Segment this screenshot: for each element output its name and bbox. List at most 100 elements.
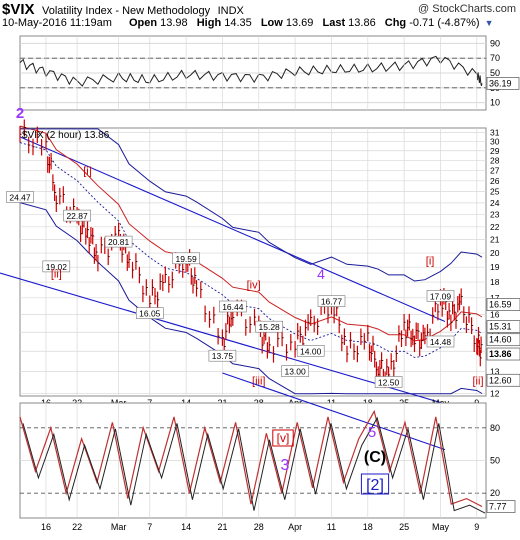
price-point-label: 19.02	[46, 262, 68, 272]
price-point-label: 17.09	[430, 291, 452, 301]
price-point-box	[172, 252, 200, 265]
stoch-x-tick-label: 28	[254, 522, 264, 532]
high-label: High	[196, 17, 222, 29]
symbol: $VIX	[2, 1, 35, 18]
trend-line-upper	[19, 136, 446, 322]
price-point-label: 14.00	[300, 346, 322, 356]
price-tick-label: 20	[490, 248, 500, 258]
price-point-box	[6, 191, 34, 203]
stoch-x-tick-label: 22	[72, 522, 82, 532]
price-point-box	[281, 365, 309, 378]
chg-label: Chg	[384, 17, 407, 29]
stoch-x-tick-label: 21	[217, 522, 227, 532]
wave-label: 2	[16, 105, 24, 122]
price-tick-label: 18	[490, 277, 500, 287]
right-axis-value-label: 15.31	[489, 322, 512, 332]
wave-label: [i]	[426, 255, 435, 267]
wave-label: [ii]	[473, 376, 484, 388]
index-name: Volatility Index - New Methodology	[41, 5, 211, 17]
price-tick-label: 28	[490, 155, 500, 165]
price-point-box	[374, 376, 403, 388]
rsi-panel: 103050709036.19	[19, 35, 520, 111]
stoch-wave-label: [2]	[366, 477, 384, 494]
price-tick-label: 17	[490, 293, 500, 303]
right-axis-value-label: 13.86	[489, 349, 512, 359]
price-tick-label: 13	[490, 367, 500, 377]
rsi-tick-label: 50	[490, 68, 500, 78]
price-tick-label: 24	[490, 198, 500, 208]
price-panel: 1213141516171819202122232425262728293031…	[0, 105, 520, 414]
stoch-x-tick-label: 11	[327, 522, 336, 532]
dropdown-arrow-icon[interactable]: ▼	[484, 18, 494, 28]
price-tick-label: 25	[490, 187, 500, 197]
chg-value: -0.71 (-4.87%)	[409, 17, 480, 29]
price-point-box	[296, 344, 325, 357]
price-tick-label: 23	[490, 210, 500, 220]
price-tick-label: 29	[490, 146, 500, 156]
stoch-line-k	[19, 409, 483, 508]
stoch-wave-box	[360, 473, 390, 495]
wave-label: [ii]	[51, 269, 62, 281]
stoch-x-tick-label: 16	[41, 522, 51, 532]
rsi-last-value-box	[486, 77, 520, 90]
last-label: Last	[322, 17, 346, 29]
rsi-last-value-label: 36.19	[489, 78, 512, 88]
price-point-box	[63, 209, 91, 222]
price-point-box	[255, 320, 283, 333]
rsi-tick-label: 70	[490, 53, 500, 63]
wave-label: [iv]	[247, 279, 261, 291]
price-tick-label: 22	[490, 222, 500, 232]
price-point-box	[426, 290, 455, 302]
price-tick-label: 21	[490, 235, 500, 245]
price-point-box	[219, 300, 247, 313]
price-point-label: 19.59	[175, 254, 197, 264]
header-bar: $VIX Volatility Index - New Methodology …	[0, 0, 520, 34]
right-axis-value-box	[486, 298, 520, 311]
open-value: 13.98	[160, 17, 188, 29]
price-tick-label: 12	[490, 389, 500, 399]
price-point-label: 16.44	[222, 302, 244, 312]
price-point-label: 14.48	[430, 337, 452, 347]
price-tick-label: 30	[490, 136, 500, 146]
rsi-tick-label: 10	[490, 98, 500, 108]
bollinger-middle	[19, 142, 483, 358]
right-axis-value-label: 12.60	[489, 375, 512, 385]
right-axis-value-box	[486, 347, 520, 361]
exchange: INDX	[217, 5, 244, 17]
price-point-box	[136, 307, 164, 319]
low-label: Low	[260, 17, 283, 29]
price-tick-label: 26	[490, 176, 500, 186]
stoch-tick-label: 20	[490, 488, 500, 498]
price-point-box	[208, 349, 237, 362]
price-point-box	[426, 335, 455, 348]
price-point-label: 24.47	[9, 193, 31, 203]
price-point-box	[104, 235, 133, 248]
price-point-label: 12.50	[378, 377, 400, 387]
right-axis-value-box	[486, 373, 520, 387]
stochastic-panel: 20 50 80 7.77 [v] 3 5 (C) [2] 16 22 Mar 7 14 21 28 Apr 11…	[19, 372, 516, 532]
stoch-x-tick-label: 14	[181, 522, 191, 532]
price-point-label: 20.81	[108, 237, 130, 247]
open-label: Open	[128, 17, 158, 29]
stoch-x-tick-label: 7	[147, 522, 152, 532]
stoch-x-tick-label: Mar	[111, 522, 127, 532]
price-point-box	[317, 295, 346, 307]
right-axis-value-label: 16.59	[489, 300, 512, 310]
stoch-tick-label: 50	[490, 456, 500, 466]
price-tick-label: 27	[490, 165, 500, 175]
datetime: 10-May-2016 11:19am	[2, 17, 112, 29]
right-axis-value-box	[486, 333, 520, 347]
stoch-wave-box	[272, 429, 294, 447]
stoch-x-tick-label: Apr	[288, 522, 302, 532]
stoch-last-value-label: 7.77	[489, 502, 507, 512]
stoch-wave-label: [v]	[277, 431, 290, 445]
stoch-tick-label: 80	[490, 423, 500, 433]
stoch-x-tick-label: May	[432, 522, 450, 532]
right-axis-value-label: 14.60	[489, 335, 512, 345]
low-value: 13.69	[285, 17, 314, 29]
stoch-wave-label: (C)	[364, 449, 386, 466]
stoch-x-tick-label: 25	[399, 522, 409, 532]
price-point-label: 13.00	[284, 367, 306, 377]
